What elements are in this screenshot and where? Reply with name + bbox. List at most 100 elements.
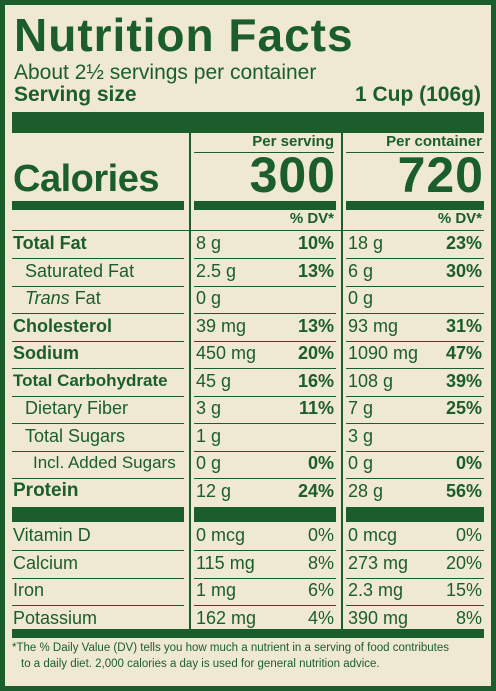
nutrient-rule-8-1 <box>12 478 184 479</box>
amount-per-serving: 0 g <box>196 453 222 473</box>
thick-divider-calories-mid <box>194 201 336 210</box>
nutrient-rule-0-2 <box>194 258 336 259</box>
calories-label: Calories <box>13 158 159 200</box>
footnote-line-1: *The % Daily Value (DV) tells you how mu… <box>12 642 449 654</box>
nutrient-name: Saturated Fat <box>25 261 135 281</box>
vitamin-amount-per-serving: 115 mg <box>196 553 255 573</box>
nutrient-name-rest: Fat <box>69 288 101 308</box>
dv-header-rule <box>12 230 484 231</box>
vitamin-rule-2-2 <box>194 605 336 606</box>
nutrient-rule-4-2 <box>194 368 336 369</box>
column-divider-1 <box>189 133 191 629</box>
amount-per-serving: 12 g <box>196 481 232 501</box>
nutrient-rule-5-2 <box>194 396 336 397</box>
amount-per-container: 3 g <box>348 426 374 446</box>
calories-per-container: 720 <box>397 147 484 203</box>
vitamin-rule-1-3 <box>346 578 484 579</box>
amount-per-container: 93 mg <box>348 316 399 336</box>
amount-per-serving: 45 g <box>196 371 232 391</box>
vitamin-amount-per-serving: 1 mg <box>196 580 237 600</box>
amount-per-serving: 2.5 g <box>196 261 237 281</box>
calories-per-serving: 300 <box>249 147 336 203</box>
vitamin-dv-per-serving: 8% <box>307 553 334 573</box>
thick-divider-protein-mid <box>194 507 336 522</box>
dv-per-serving: 24% <box>297 481 334 501</box>
column-divider-2 <box>341 133 343 629</box>
nutrient-rule-3-1 <box>12 341 184 342</box>
nutrient-rule-8-2 <box>194 478 336 479</box>
amount-per-serving: 1 g <box>196 426 222 446</box>
nutrient-rule-5-3 <box>346 396 484 397</box>
vitamin-rule-1-2 <box>194 578 336 579</box>
nutrition-label: Nutrition Facts About 2½ servings per co… <box>5 5 491 686</box>
amount-per-container: 18 g <box>348 233 384 253</box>
nutrient-name: Total Carbohydrate <box>13 371 168 390</box>
amount-per-container: 1090 mg <box>348 343 419 363</box>
nutrient-rule-3-2 <box>194 341 336 342</box>
vitamin-name: Vitamin D <box>13 525 91 545</box>
servings-per-container: About 2½ servings per container <box>14 61 317 84</box>
amount-per-container: 0 g <box>348 453 374 473</box>
dv-per-container: 25% <box>445 398 482 418</box>
vitamin-rule-0-3 <box>346 550 484 551</box>
nutrient-name: Protein <box>13 480 79 501</box>
dv-per-serving: 13% <box>297 261 334 281</box>
vitamin-dv-per-serving: 4% <box>307 608 334 628</box>
vitamin-rule-1-1 <box>12 578 184 579</box>
vitamin-rule-0-1 <box>12 550 184 551</box>
nutrient-rule-7-3 <box>346 451 484 452</box>
vitamin-amount-per-container: 390 mg <box>348 608 409 628</box>
amount-per-serving: 0 g <box>196 288 222 308</box>
vitamin-dv-per-container: 15% <box>445 580 482 600</box>
nutrient-name: Total Fat <box>13 233 87 253</box>
dv-per-serving: 10% <box>297 233 334 253</box>
vitamin-amount-per-serving: 162 mg <box>196 608 257 628</box>
dv-header-container: % DV* <box>437 210 482 227</box>
nutrient-name: Sodium <box>13 343 79 363</box>
dv-per-container: 56% <box>445 481 482 501</box>
nutrient-rule-7-1 <box>12 451 184 452</box>
nutrient-name: Incl. Added Sugars <box>33 453 176 472</box>
vitamin-dv-per-container: 20% <box>445 553 482 573</box>
nutrient-rule-6-3 <box>346 423 484 424</box>
nutrient-rule-8-3 <box>346 478 484 479</box>
dv-per-container: 39% <box>445 371 482 391</box>
vitamin-dv-per-container: 8% <box>455 608 482 628</box>
nutrient-rule-0-1 <box>12 258 184 259</box>
nutrient-name: Dietary Fiber <box>25 398 129 418</box>
header-rule-1 <box>194 152 334 153</box>
nutrient-rule-2-2 <box>194 313 336 314</box>
vitamin-name: Calcium <box>13 553 79 573</box>
nutrient-rule-4-1 <box>12 368 184 369</box>
serving-size-label: Serving size <box>14 83 137 106</box>
nutrient-rule-7-2 <box>194 451 336 452</box>
dv-per-container: 47% <box>445 343 482 363</box>
nutrient-rule-1-2 <box>194 286 336 287</box>
dv-per-container: 23% <box>445 233 482 253</box>
amount-per-serving: 39 mg <box>196 316 247 336</box>
per-container-header: Per container <box>386 133 482 150</box>
nutrient-rule-6-2 <box>194 423 336 424</box>
nutrient-rule-4-3 <box>346 368 484 369</box>
dv-per-container: 30% <box>445 261 482 281</box>
nutrient-name: Cholesterol <box>13 316 113 336</box>
nutrient-rule-2-1 <box>12 313 184 314</box>
nutrient-rule-2-3 <box>346 313 484 314</box>
thick-divider-calories-right <box>346 201 484 210</box>
dv-per-serving: 13% <box>297 316 334 336</box>
vitamin-dv-per-container: 0% <box>455 525 482 545</box>
vitamin-amount-per-container: 2.3 mg <box>348 580 404 600</box>
nutrient-rule-1-3 <box>346 286 484 287</box>
per-serving-header: Per serving <box>252 133 334 150</box>
amount-per-container: 108 g <box>348 371 394 391</box>
thick-divider-calories-left <box>12 201 184 210</box>
amount-per-container: 6 g <box>348 261 374 281</box>
label-title: Nutrition Facts <box>14 9 354 61</box>
dv-per-container: 0% <box>455 453 482 473</box>
vitamin-rule-2-1 <box>12 605 184 606</box>
nutrient-rule-3-3 <box>346 341 484 342</box>
vitamin-rule-0-2 <box>194 550 336 551</box>
nutrient-rule-5-1 <box>12 396 184 397</box>
nutrient-name: Total Sugars <box>25 426 126 446</box>
footnote-line-2: to a daily diet. 2,000 calories a day is… <box>21 658 380 670</box>
